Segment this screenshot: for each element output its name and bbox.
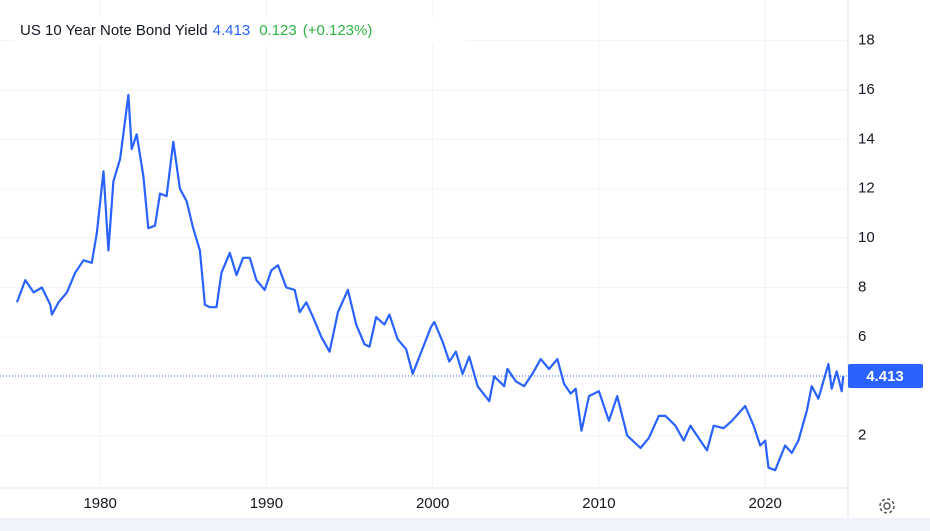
x-tick-label: 1980 xyxy=(83,495,116,512)
x-tick-label: 1990 xyxy=(250,495,283,512)
y-tick-label: 6 xyxy=(858,328,866,345)
y-tick-label: 16 xyxy=(858,81,875,98)
last-value-label: 4.413 xyxy=(866,368,904,385)
y-tick-label: 12 xyxy=(858,180,875,197)
header-text: US 10 Year Note Bond Yield 4.413 0.123 (+0.… xyxy=(20,22,372,39)
x-tick-label: 2020 xyxy=(749,495,782,512)
header-bg xyxy=(15,18,465,44)
header: US 10 Year Note Bond Yield 4.413 0.123 (+0.… xyxy=(15,18,465,44)
x-tick-label: 2000 xyxy=(416,495,449,512)
y-tick-label: 14 xyxy=(858,130,875,147)
y-tick-label: 2 xyxy=(858,427,866,444)
gear-inner xyxy=(883,502,891,510)
y-tick-label: 18 xyxy=(858,32,875,49)
y-tick-label: 8 xyxy=(858,278,866,295)
change-percent: (+0.123%) xyxy=(303,22,373,39)
gear-outer xyxy=(879,498,895,514)
y-tick-label: 10 xyxy=(858,229,875,246)
change: 0.123 xyxy=(259,22,297,39)
settings-icon[interactable] xyxy=(879,498,895,514)
x-tick-label: 2010 xyxy=(582,495,615,512)
last-value: 4.413 xyxy=(213,22,251,39)
title: US 10 Year Note Bond Yield xyxy=(20,22,208,39)
marks xyxy=(0,93,848,472)
last-value-badge xyxy=(848,364,923,389)
line-series xyxy=(15,93,845,472)
bottom-bar xyxy=(0,518,930,531)
